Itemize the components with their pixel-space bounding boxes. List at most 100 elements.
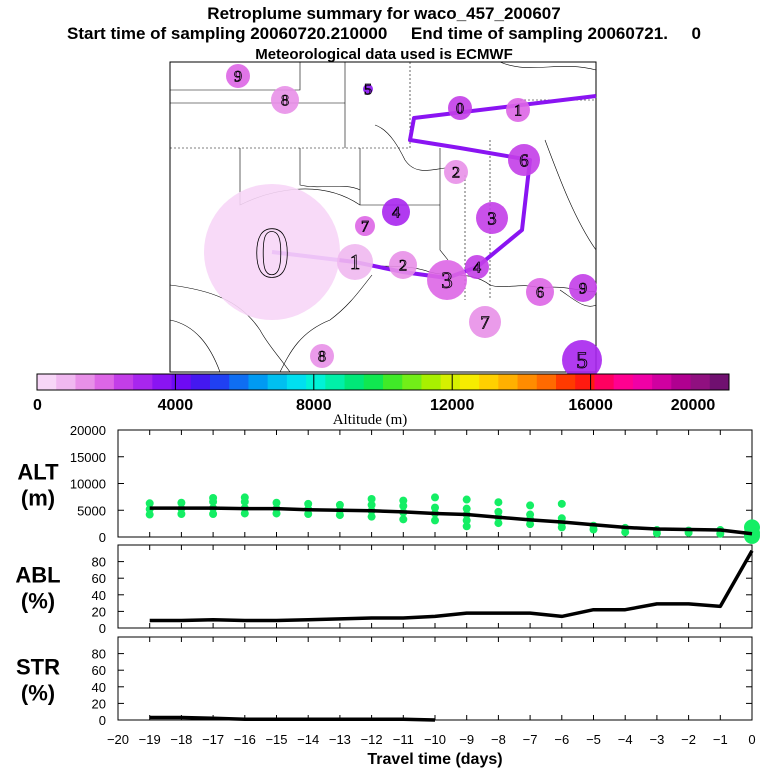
colorbar-tick-label: 8000	[296, 397, 332, 414]
y-tick-label: 5000	[77, 503, 106, 518]
panel-frame	[117, 636, 753, 721]
map-point: 6	[508, 144, 540, 176]
time-series-panels: 05000100001500020000ALT(m)020406080ABL(%…	[15, 423, 760, 768]
scatter-point	[304, 509, 313, 518]
scatter-point	[494, 519, 503, 528]
colorbar-tick-label: 0	[33, 397, 42, 414]
map-point-label: 6	[519, 150, 528, 170]
y-tick-label: 80	[92, 555, 106, 570]
scatter-point	[621, 528, 630, 537]
colorbar: 0 4000 8000 12000 16000 20000 Altitude (m)	[33, 373, 730, 428]
panel-ylabel: (%)	[21, 681, 55, 706]
x-tick-label: −6	[554, 732, 569, 747]
map-point-label: 0	[456, 101, 464, 118]
scatter-point	[431, 493, 439, 502]
map-point-label: 2	[452, 165, 460, 182]
map-point-marker	[526, 278, 554, 306]
map-point-marker	[427, 260, 467, 300]
map-point: 4	[382, 198, 410, 226]
map-point-marker	[382, 198, 410, 226]
map-point-marker	[476, 202, 508, 234]
map-point: 1	[506, 98, 530, 122]
x-tick-label: −10	[424, 732, 446, 747]
map-point-marker	[444, 160, 468, 184]
y-tick-label: 10000	[70, 477, 106, 492]
colorbar-swatch	[613, 374, 634, 390]
map-point: 9	[226, 64, 250, 88]
y-tick-label: 0	[99, 621, 106, 636]
series-line	[149, 549, 754, 623]
colorbar-swatch	[37, 374, 57, 390]
map-point-label: 2	[399, 258, 407, 275]
map-point: 5	[363, 81, 373, 99]
x-tick-label: −16	[234, 732, 256, 747]
scatter-point	[177, 498, 186, 507]
map-point-label: 9	[579, 281, 587, 298]
panel-ylabel: (m)	[21, 486, 55, 511]
coastline	[544, 139, 597, 251]
map-point-label: 8	[318, 349, 326, 366]
colorbar-swatch	[75, 374, 96, 390]
scatter-point	[431, 516, 439, 525]
map-point-label: 7	[361, 219, 369, 236]
scatter-point	[209, 509, 218, 518]
map-point: 2	[389, 251, 417, 279]
panel-ylabel: (%)	[21, 589, 55, 614]
scatter-point	[272, 509, 281, 518]
border-line	[299, 148, 361, 191]
y-tick-label: 15000	[70, 450, 106, 465]
map-point: 1	[337, 244, 373, 280]
colorbar-tick-label: 4000	[158, 397, 194, 414]
scatter-point	[367, 512, 376, 521]
colorbar-swatch	[113, 374, 134, 390]
map-point: 8	[310, 344, 334, 368]
scatter-point	[367, 500, 376, 509]
panel-alt: 0 5000 10000 15000 20000 ALT(m)	[17, 423, 760, 545]
colorbar-swatch	[383, 374, 403, 390]
map-point-marker	[569, 274, 597, 302]
colorbar-swatch	[325, 374, 346, 390]
scatter-point	[462, 495, 471, 504]
x-tick-label: −11	[393, 732, 414, 747]
chart-title: Retroplume summary for waco_457_200607	[207, 4, 561, 23]
y-tick-label: 0	[99, 530, 106, 545]
x-tick-label: −5	[586, 732, 601, 747]
x-tick-label: 0	[748, 732, 755, 747]
scatter-point	[526, 520, 535, 529]
colorbar-swatch	[498, 374, 519, 390]
scatter-point	[744, 527, 760, 544]
colorbar-swatch	[363, 374, 384, 390]
map-point-label: 3	[487, 208, 496, 228]
scatter-point	[240, 509, 249, 518]
map-point: 8	[271, 86, 299, 114]
colorbar-label: Altitude (m)	[333, 412, 408, 428]
map-point-label: 3	[441, 268, 453, 293]
map-point-label: 4	[392, 205, 400, 222]
coastline	[279, 274, 373, 373]
x-tick-label: −19	[139, 732, 161, 747]
x-tick-label: −9	[459, 732, 474, 747]
map-point: 3	[427, 260, 467, 300]
x-tick-label: −18	[170, 732, 192, 747]
colorbar-swatch	[306, 374, 326, 390]
x-tick-label: −13	[329, 732, 351, 747]
colorbar-swatch	[171, 374, 192, 390]
colorbar-swatch	[671, 374, 692, 390]
map-point: 7	[469, 306, 501, 338]
colorbar-swatch	[267, 374, 288, 390]
map-point-marker	[562, 340, 602, 380]
map-point-label: 0	[254, 213, 290, 293]
colorbar-swatch	[459, 374, 480, 390]
colorbar-swatch	[56, 374, 76, 390]
scatter-point	[462, 504, 471, 513]
border-line	[169, 284, 291, 373]
y-tick-label: 20	[92, 604, 106, 619]
panel-ylabel: ABL	[15, 563, 60, 588]
x-tick-label: −4	[618, 732, 633, 747]
map-point-label: 8	[281, 93, 289, 110]
scatter-point	[367, 495, 376, 504]
scatter-point	[209, 493, 218, 502]
scatter-point	[557, 499, 566, 508]
